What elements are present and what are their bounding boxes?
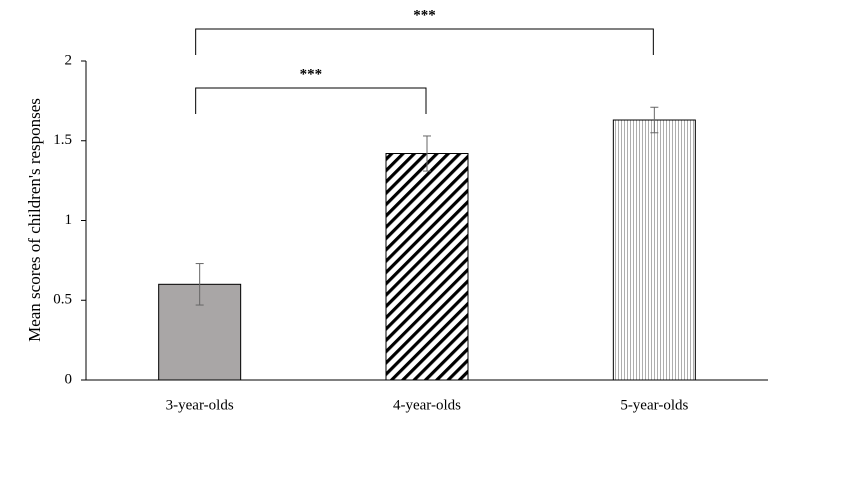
significance-label: *** xyxy=(300,66,323,82)
y-tick-label: 0 xyxy=(65,371,73,387)
significance-bracket xyxy=(195,87,427,114)
significance-label: *** xyxy=(413,7,436,23)
y-tick-label: 0.5 xyxy=(53,292,72,308)
bar xyxy=(385,153,469,381)
y-tick-label: 1.5 xyxy=(53,132,72,148)
y-tick-label: 2 xyxy=(65,52,73,68)
y-axis-label: Mean scores of children's responses xyxy=(25,98,44,342)
bar xyxy=(612,119,696,381)
x-tick-label: 3-year-olds xyxy=(166,397,234,413)
error-bar xyxy=(195,263,204,306)
x-tick-label: 4-year-olds xyxy=(393,397,461,413)
error-bar xyxy=(423,135,431,172)
y-tick-label: 1 xyxy=(65,212,73,228)
error-bar xyxy=(650,106,659,134)
significance-bracket xyxy=(195,28,654,55)
x-tick-label: 5-year-olds xyxy=(620,397,688,413)
